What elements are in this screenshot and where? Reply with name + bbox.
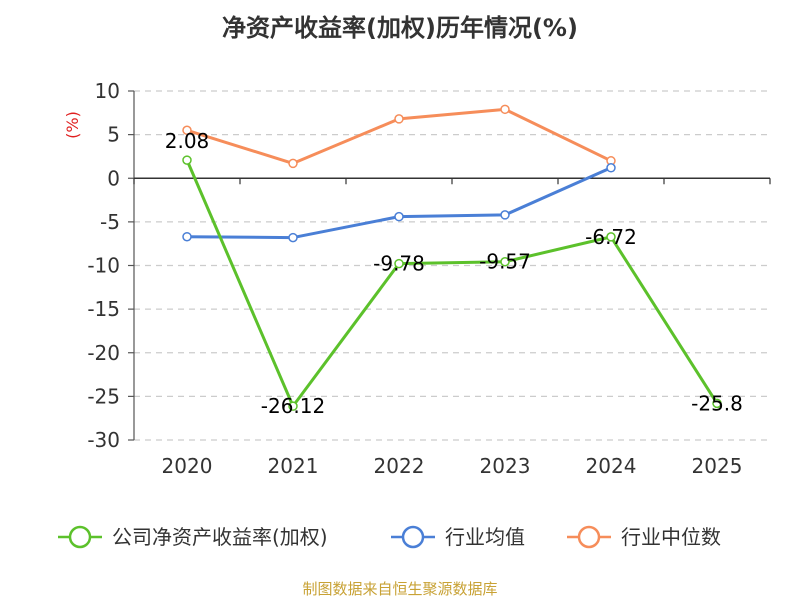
legend-label: 行业均值 bbox=[445, 525, 525, 549]
data-point bbox=[500, 256, 510, 267]
x-tick-label: 2025 bbox=[692, 454, 743, 478]
y-tick-label: 5 bbox=[107, 123, 120, 147]
axes: 10 5 0 -5 -10 -15 -20 -25 -30 2020 2021 2022 2023 202… bbox=[63, 79, 771, 478]
data-label: -26.12 bbox=[261, 394, 325, 418]
data-label: -25.8 bbox=[691, 391, 743, 415]
data-point bbox=[182, 125, 192, 136]
data-point bbox=[394, 114, 404, 124]
x-tick-label: 2022 bbox=[374, 454, 425, 478]
legend-item[interactable]: 公司净资产收益率(加权) bbox=[58, 525, 328, 549]
y-tick-label: -10 bbox=[87, 254, 120, 278]
legend: 公司净资产收益率(加权) 行业均值 行业中位数 bbox=[58, 525, 721, 549]
legend-swatch-marker bbox=[68, 525, 92, 549]
data-point bbox=[500, 104, 510, 115]
legend-label: 行业中位数 bbox=[621, 525, 721, 549]
y-tick-label: -15 bbox=[87, 297, 120, 321]
y-tick-label: -20 bbox=[87, 341, 120, 365]
series-line bbox=[185, 159, 719, 408]
y-axis-unit-label: (%) bbox=[63, 111, 82, 139]
data-point bbox=[394, 258, 404, 269]
data-label: 2.08 bbox=[165, 129, 210, 153]
data-point bbox=[712, 398, 722, 409]
series-lines bbox=[182, 104, 722, 411]
data-point bbox=[606, 232, 616, 242]
data-point bbox=[182, 155, 192, 165]
data-label: -9.57 bbox=[479, 250, 531, 274]
legend-item[interactable]: 行业均值 bbox=[391, 525, 525, 549]
source-note: 制图数据来自恒生聚源数据库 bbox=[302, 580, 498, 598]
y-tick-label: -25 bbox=[87, 384, 120, 408]
data-label: -9.78 bbox=[373, 252, 425, 276]
legend-swatch-marker bbox=[401, 525, 425, 549]
legend-swatch-marker bbox=[577, 525, 601, 549]
y-tick-label: -5 bbox=[100, 210, 120, 234]
y-tick-label: 0 bbox=[107, 166, 120, 190]
chart-title: 净资产收益率(加权)历年情况(%) bbox=[222, 14, 578, 42]
y-tick-label: -30 bbox=[87, 428, 120, 452]
data-point bbox=[182, 231, 192, 242]
data-point bbox=[394, 211, 404, 222]
data-point bbox=[288, 401, 298, 411]
legend-item[interactable]: 行业中位数 bbox=[567, 525, 721, 549]
grid-lines bbox=[134, 90, 770, 441]
x-tick-label: 2024 bbox=[586, 454, 637, 478]
data-point bbox=[288, 158, 298, 169]
legend-label: 公司净资产收益率(加权) bbox=[112, 525, 328, 549]
x-tick-label: 2023 bbox=[480, 454, 531, 478]
x-tick-label: 2021 bbox=[268, 454, 319, 478]
data-point bbox=[606, 163, 616, 173]
x-tick-label: 2020 bbox=[162, 454, 213, 478]
data-point bbox=[288, 232, 298, 243]
data-label: -6.72 bbox=[585, 225, 637, 249]
y-tick-label: 10 bbox=[95, 79, 120, 103]
data-labels: 2.08 -26.12 -9.78 -9.57 -6.72 -25.8 bbox=[165, 129, 743, 418]
data-point bbox=[500, 210, 510, 220]
